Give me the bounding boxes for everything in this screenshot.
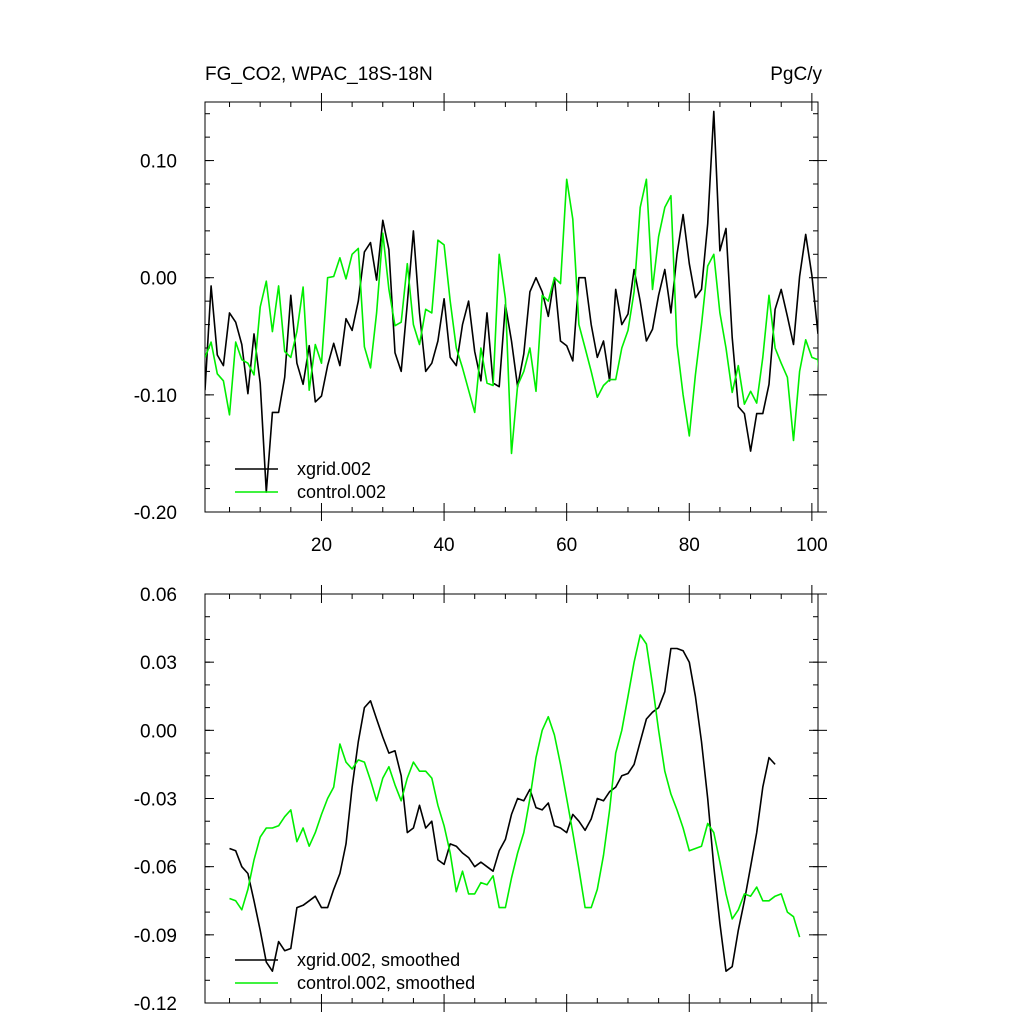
x-tick-label: 40 [433, 535, 454, 556]
chart-title: FG_CO2, WPAC_18S-18N [205, 64, 433, 85]
plot-frame [204, 593, 819, 1004]
legend-label: control.002, smoothed [297, 973, 475, 993]
series-line-control [229, 634, 801, 938]
x-tick-label: 100 [796, 535, 828, 556]
y-tick-label: 0.06 [140, 585, 177, 606]
y-tick-label: -0.03 [134, 790, 177, 811]
y-tick-label: -0.10 [134, 386, 177, 407]
y-tick-label: 0.00 [140, 721, 177, 742]
legend-label: xgrid.002, smoothed [297, 950, 460, 970]
series-line-control [205, 178, 818, 455]
legend-label: control.002 [297, 482, 386, 502]
plot-frame [204, 101, 819, 513]
y-tick-label: 0.00 [140, 269, 177, 290]
y-tick-label: -0.06 [134, 858, 177, 879]
y-tick-label: -0.09 [134, 926, 177, 947]
top-panel: 20 40 60 80 100 -0.20 -0.10 0.00 0.10 xgrid.002 co… [134, 93, 828, 556]
legend-label: xgrid.002 [297, 459, 371, 479]
series-line-xgrid [229, 647, 776, 973]
y-tick-label: -0.20 [134, 503, 177, 524]
units-label: PgC/y [770, 64, 822, 85]
x-tick-label: 80 [679, 535, 700, 556]
y-tick-label: -0.12 [134, 994, 177, 1015]
x-tick-label: 20 [311, 535, 332, 556]
y-tick-label: 0.10 [140, 152, 177, 173]
y-tick-label: 0.03 [140, 653, 177, 674]
bottom-panel: -0.12 -0.09 -0.06 -0.03 0.00 0.03 0.06 xgrid.00… [134, 585, 827, 1015]
x-tick-label: 60 [556, 535, 577, 556]
